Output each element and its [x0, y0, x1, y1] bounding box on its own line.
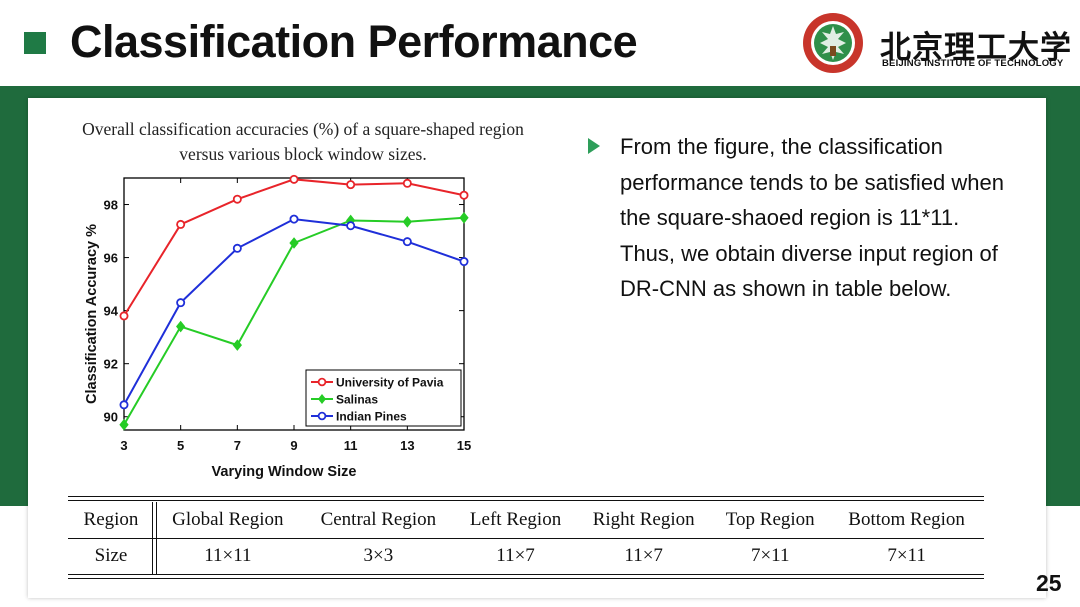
data-point — [289, 237, 299, 249]
data-point — [119, 400, 129, 410]
data-point — [289, 214, 299, 224]
table-header-cell: Top Region — [725, 509, 815, 530]
legend-label: Indian Pines — [336, 410, 407, 424]
university-name-en: BEIJING INSTITUTE OF TECHNOLOGY — [882, 58, 1064, 69]
legend-marker — [317, 411, 327, 421]
table-cell: 7×11 — [750, 545, 790, 566]
data-point — [459, 257, 469, 267]
data-point — [459, 190, 469, 200]
y-tick-label: 96 — [104, 251, 118, 266]
table-mid-rule — [68, 538, 984, 539]
data-point — [176, 219, 186, 229]
table-cell: 3×3 — [363, 545, 394, 566]
y-tick-label: 98 — [104, 198, 118, 213]
data-point — [402, 215, 412, 228]
table-bottom-rule-2 — [68, 578, 984, 579]
x-tick-label: 15 — [457, 438, 471, 453]
bullet-arrow-icon — [588, 138, 600, 154]
bullet-text: From the figure, the classification perf… — [620, 134, 1005, 302]
y-axis-label: Classification Accuracy % — [84, 224, 100, 404]
data-point — [176, 320, 186, 333]
table-top-rule-2 — [68, 500, 984, 501]
x-tick-label: 13 — [400, 438, 414, 453]
y-tick-label: 92 — [104, 357, 118, 372]
table-bottom-rule — [68, 574, 984, 575]
figure-caption: Overall classification accuracies (%) of… — [82, 119, 524, 164]
data-point — [402, 237, 412, 247]
table-row: Size 11×11 3×3 11×7 11×7 7×11 7×11 — [68, 538, 984, 574]
data-point — [119, 418, 129, 431]
x-tick-label: 9 — [290, 438, 297, 453]
table-header-cell: Right Region — [592, 509, 695, 530]
data-point — [119, 311, 129, 321]
data-point — [232, 194, 242, 204]
y-tick-label: 90 — [104, 410, 118, 425]
university-logo — [803, 13, 863, 73]
legend-marker — [317, 377, 327, 387]
table-cell: 11×7 — [624, 545, 663, 566]
data-point — [346, 221, 356, 231]
table-cell: 11×11 — [204, 545, 252, 566]
table-cell: Size — [94, 545, 128, 566]
x-axis-label: Varying Window Size — [212, 464, 357, 480]
slide-header: Classification Performance 北京理工大学 BEIJIN… — [0, 0, 1080, 86]
legend-marker — [318, 394, 326, 404]
table-cell: 11×7 — [496, 545, 535, 566]
accuracy-line-chart: 3 5 7 9 11 13 15 90 92 94 96 98 Varying Window Size C… — [84, 174, 471, 480]
x-tick-label: 3 — [120, 438, 127, 453]
legend-label: Salinas — [336, 393, 378, 407]
data-point — [459, 211, 469, 224]
university-name-cn: 北京理工大学 — [880, 30, 1072, 66]
x-tick-label: 7 — [234, 438, 241, 453]
table-header-cell: Bottom Region — [848, 509, 965, 530]
slide-title: Classification Performance — [70, 16, 638, 67]
table-header-cell: Left Region — [469, 509, 562, 530]
table-top-rule — [68, 496, 984, 497]
legend-label: University of Pavia — [336, 376, 444, 390]
table-header-row: Region Global Region Central Region Left… — [68, 502, 984, 538]
region-size-table: Region Global Region Central Region Left… — [68, 502, 984, 574]
table-header-cell: Region — [83, 509, 139, 530]
table-cell: 7×11 — [887, 545, 926, 566]
x-tick-label: 5 — [177, 438, 184, 453]
table-header-cell: Central Region — [320, 509, 437, 530]
page-number: 25 — [1036, 570, 1062, 596]
data-point — [232, 243, 242, 253]
title-bullet-square — [24, 32, 46, 54]
data-point — [346, 180, 356, 190]
data-point — [176, 298, 186, 308]
table-header-cell: Global Region — [172, 509, 284, 530]
y-tick-label: 94 — [104, 304, 119, 319]
data-point — [289, 174, 299, 184]
x-tick-label: 11 — [344, 438, 358, 453]
data-point — [402, 178, 412, 188]
data-point — [232, 339, 242, 351]
